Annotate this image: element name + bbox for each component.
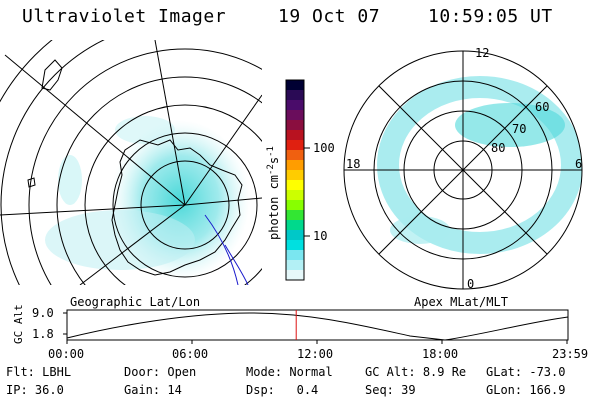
colorbar-segment: [286, 240, 304, 251]
colorbar-label-100: 100: [313, 141, 335, 155]
altitude-xtick-1: 06:00: [172, 347, 209, 361]
colorbar-segment: [286, 110, 304, 121]
colorbar-segment: [286, 190, 304, 201]
info-glat: GLat: -73.0: [486, 365, 566, 379]
colorbar-segment: [286, 130, 304, 141]
colorbar-frame: [285, 79, 305, 281]
left-map-caption: Geographic Lat/Lon: [70, 295, 201, 309]
aurora-night-region: [390, 216, 450, 244]
altitude-plot-frame: [66, 309, 569, 341]
lat-circle-1: [140, 160, 230, 250]
colorbar-segment: [286, 150, 304, 161]
altitude-xtick-0: 00:00: [48, 347, 85, 361]
mlat-label-60: 60: [535, 100, 550, 114]
colorbar-segment: [286, 270, 304, 281]
aurora-band-left: [45, 210, 195, 270]
altitude-ytick-min: 1.8: [32, 327, 54, 341]
info-dsp: Dsp: 0.4: [246, 383, 319, 397]
mlt-label-0: 0: [467, 277, 475, 291]
colorbar-segment: [286, 250, 304, 261]
time-label: 10:59:05 UT: [428, 6, 553, 27]
colorbar-segment: [286, 100, 304, 111]
mlt-label-6: 6: [575, 157, 583, 171]
mlat-label-80: 80: [491, 141, 506, 155]
terminator-line: [204, 214, 239, 285]
colorbar-segment: [286, 260, 304, 271]
altitude-ylabel: GC Alt: [12, 304, 25, 344]
lon-line-3: [154, 40, 186, 206]
colorbar-segment: [286, 220, 304, 231]
info-gain: Gain: 14: [124, 383, 182, 397]
info-glon: GLon: 166.9: [486, 383, 566, 397]
altitude-ytick-max: 9.0: [32, 306, 54, 320]
lat-circle-2: [112, 132, 258, 278]
aurora-patch-top: [115, 116, 175, 144]
info-seq: Seq: 39: [365, 383, 416, 397]
lon-line-2: [4, 54, 186, 206]
altitude-curve: [66, 312, 569, 341]
altitude-xtick-3: 18:00: [422, 347, 459, 361]
colorbar-unit: photon cm-2s-1: [266, 146, 281, 240]
mlt-label-12: 12: [475, 46, 490, 60]
app-title: Ultraviolet Imager: [22, 6, 227, 27]
colorbar-segment: [286, 200, 304, 211]
lat-circle-4: [56, 76, 262, 285]
lat-circle-6: [0, 40, 105, 285]
aurora-patch-left: [58, 155, 82, 205]
colorbar: [286, 80, 304, 281]
lon-line-4: [184, 94, 262, 206]
info-mode: Mode: Normal: [246, 365, 333, 379]
mlat-label-70: 70: [512, 122, 527, 136]
mlt-label-18: 18: [346, 157, 361, 171]
colorbar-label-10: 10: [313, 229, 328, 243]
date-label: 19 Oct 07: [278, 6, 381, 27]
new-zealand-coastline: [41, 59, 63, 91]
colorbar-segment: [286, 170, 304, 181]
altitude-xtick-4: 23:59: [552, 347, 589, 361]
right-map-caption: Apex MLat/MLT: [414, 295, 508, 309]
colorbar-segment: [286, 230, 304, 241]
geographic-map: [0, 40, 262, 285]
altitude-xtick-2: 12:00: [297, 347, 334, 361]
colorbar-segment: [286, 210, 304, 221]
info-ip: IP: 36.0: [6, 383, 64, 397]
info-gc-alt: GC Alt: 8.9 Re: [365, 365, 467, 379]
colorbar-segment: [286, 120, 304, 131]
colorbar-segment: [286, 160, 304, 171]
lat-circle-3: [84, 104, 262, 285]
lon-line-6: [79, 204, 186, 285]
antarctica-coastline: [111, 139, 243, 276]
lon-line-1: [0, 204, 186, 216]
colorbar-segment: [286, 140, 304, 151]
info-door: Door: Open: [124, 365, 197, 379]
info-flt: Flt: LBHL: [6, 365, 72, 379]
mlt-line-diag-2: [378, 85, 548, 255]
terminator-line-2: [224, 244, 249, 285]
magnetic-map: [343, 50, 583, 290]
colorbar-segment: [286, 90, 304, 101]
lon-line-5: [184, 197, 262, 206]
island-coastline: [27, 177, 36, 188]
colorbar-segment: [286, 80, 304, 91]
colorbar-segment: [286, 180, 304, 191]
lat-circle-5: [28, 48, 262, 285]
auroral-oval: [377, 76, 582, 254]
